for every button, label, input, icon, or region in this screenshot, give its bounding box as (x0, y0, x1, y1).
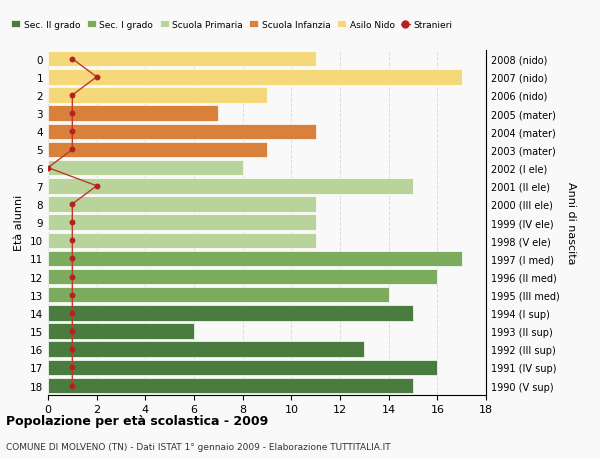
Bar (48, 360, 437, 375)
Point (68, 346, 77, 353)
Point (92, 183, 101, 190)
Y-axis label: Età alunni: Età alunni (14, 195, 25, 251)
Bar (48, 269, 437, 285)
Point (68, 146, 77, 154)
Point (68, 92, 77, 100)
Point (68, 364, 77, 371)
Point (68, 237, 77, 244)
Bar (48, 233, 316, 248)
Bar (48, 197, 316, 212)
Point (43, 165, 53, 172)
Point (68, 56, 77, 63)
Point (68, 201, 77, 208)
Text: COMUNE DI MOLVENO (TN) - Dati ISTAT 1° gennaio 2009 - Elaborazione TUTTITALIA.IT: COMUNE DI MOLVENO (TN) - Dati ISTAT 1° g… (6, 442, 391, 451)
Bar (48, 287, 389, 303)
Bar (48, 106, 218, 122)
Point (68, 273, 77, 280)
Point (68, 309, 77, 317)
Bar (48, 88, 267, 103)
Bar (48, 161, 242, 176)
Bar (48, 215, 316, 230)
Text: Popolazione per età scolastica - 2009: Popolazione per età scolastica - 2009 (6, 414, 268, 428)
Point (68, 291, 77, 299)
Bar (48, 70, 461, 85)
Bar (48, 52, 316, 67)
Point (68, 110, 77, 118)
Bar (48, 251, 461, 267)
Point (92, 74, 101, 81)
Bar (48, 342, 364, 357)
Bar (48, 324, 194, 339)
Bar (48, 142, 267, 158)
Point (68, 328, 77, 335)
Point (68, 382, 77, 389)
Point (68, 219, 77, 226)
Bar (48, 124, 316, 140)
Legend: Sec. II grado, Sec. I grado, Scuola Primaria, Scuola Infanzia, Asilo Nido, Stran: Sec. II grado, Sec. I grado, Scuola Prim… (8, 17, 456, 34)
Point (68, 255, 77, 263)
Y-axis label: Anni di nascita: Anni di nascita (566, 181, 576, 264)
Bar (48, 179, 413, 194)
Bar (48, 306, 413, 321)
Point (68, 129, 77, 136)
Bar (48, 378, 413, 393)
